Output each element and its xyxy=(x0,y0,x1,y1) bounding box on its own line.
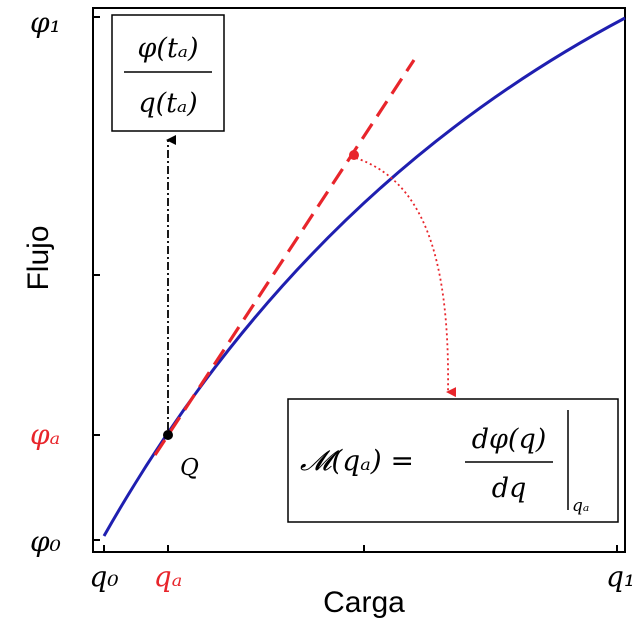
point-q xyxy=(163,430,173,440)
ratio-box xyxy=(111,14,225,132)
plot-frame xyxy=(92,7,626,553)
x-axis-label: Carga xyxy=(323,586,405,619)
ratio-denominator: q(tₐ) xyxy=(138,88,197,119)
tangent-line xyxy=(153,59,416,456)
y-axis-label: Flujo xyxy=(22,225,55,290)
point-q-label: Q xyxy=(180,455,199,481)
y-tick-label-phi1: φ₁ xyxy=(30,6,61,39)
x-tick-label-q1: q₁ xyxy=(606,560,633,593)
memristance-lhs: 𝓜(qₐ) = xyxy=(300,444,414,477)
memristance-box xyxy=(287,398,619,523)
ratio-numerator: φ(tₐ) xyxy=(138,33,199,64)
x-tick-label-q0: q₀ xyxy=(89,560,118,593)
x-tick-label-qa: qₐ xyxy=(154,560,182,593)
y-tick-label-phi0: φ₀ xyxy=(30,525,61,558)
memristance-arrow xyxy=(355,157,457,398)
memristance-numerator: dφ(q) xyxy=(472,424,547,455)
memristance-denominator: dq xyxy=(492,473,527,504)
y-tick-label-phia: φₐ xyxy=(30,418,60,451)
evaluation-subscript: qₐ xyxy=(572,496,589,516)
